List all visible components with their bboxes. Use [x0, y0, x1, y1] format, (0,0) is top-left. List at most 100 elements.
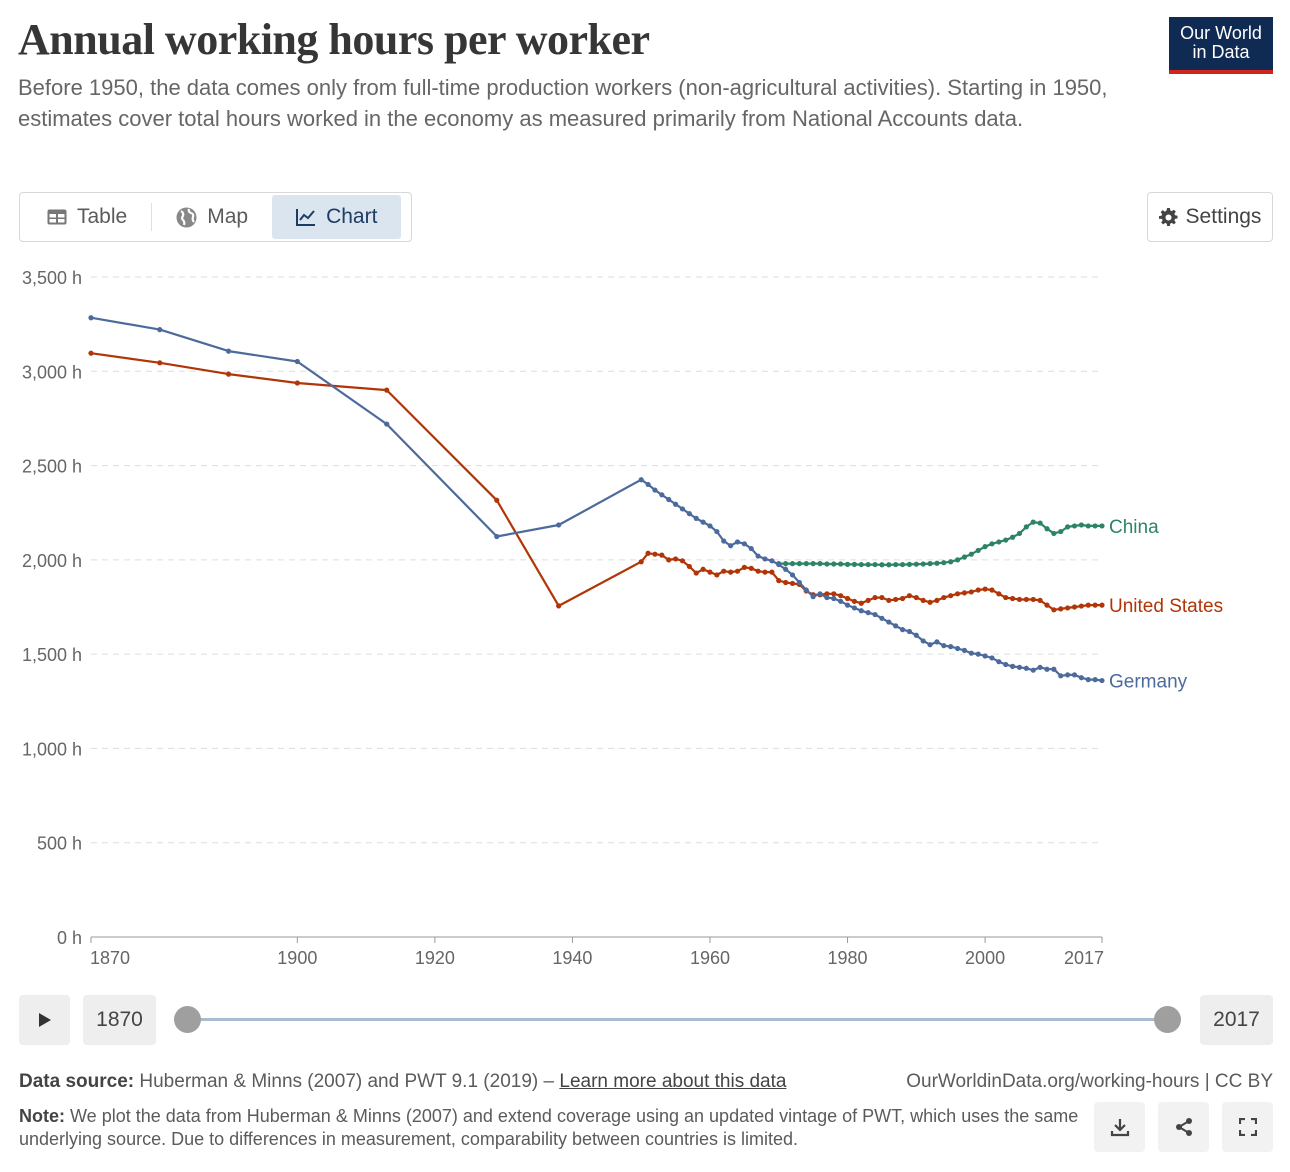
x-tick-label: 1920 — [415, 948, 455, 968]
data-point-china — [927, 561, 933, 567]
data-point-germany — [666, 496, 672, 503]
data-point-germany — [817, 591, 823, 597]
data-point-united-states — [831, 591, 837, 597]
data-point-germany — [769, 558, 775, 564]
owid-logo[interactable]: Our World in Data — [1169, 17, 1273, 74]
start-year-box[interactable]: 1870 — [83, 995, 156, 1045]
tab-table[interactable]: Table — [23, 195, 151, 239]
data-point-united-states — [638, 559, 644, 565]
data-point-china — [975, 547, 981, 554]
data-point-united-states — [1085, 602, 1091, 608]
data-point-united-states — [762, 569, 768, 575]
settings-button[interactable]: Settings — [1147, 192, 1273, 242]
data-point-china — [920, 561, 926, 567]
data-point-china — [789, 561, 796, 567]
series-label-germany: Germany — [1109, 672, 1188, 693]
data-point-united-states — [556, 603, 562, 609]
tab-chart[interactable]: Chart — [272, 195, 402, 239]
data-point-united-states — [906, 593, 913, 599]
data-point-united-states — [494, 497, 500, 503]
data-point-china — [989, 541, 995, 547]
data-point-china — [1009, 534, 1016, 540]
data-point-germany — [157, 327, 163, 333]
series-line-united-states — [90, 352, 1102, 611]
x-tick-label: 1870 — [90, 948, 130, 968]
y-tick-label: 500 h — [37, 834, 82, 854]
data-point-united-states — [865, 597, 871, 603]
data-point-united-states — [741, 564, 747, 570]
data-point-united-states — [666, 557, 672, 563]
tab-map[interactable]: Map — [152, 195, 272, 239]
data-point-united-states — [88, 350, 94, 356]
timeline-start-handle[interactable] — [174, 1006, 201, 1033]
data-point-united-states — [1078, 603, 1084, 609]
data-point-united-states — [872, 594, 878, 601]
data-point-united-states — [1023, 596, 1029, 603]
learn-more-link[interactable]: Learn more about this data — [559, 1071, 787, 1092]
data-point-united-states — [157, 360, 163, 366]
data-point-united-states — [982, 586, 988, 592]
data-point-united-states — [294, 380, 300, 386]
data-point-germany — [748, 545, 754, 552]
data-point-china — [996, 539, 1002, 545]
data-point-germany — [920, 638, 926, 644]
data-point-germany — [1023, 665, 1029, 671]
fullscreen-icon — [1238, 1118, 1257, 1136]
data-point-germany — [721, 538, 727, 544]
data-point-china — [913, 561, 919, 567]
share-button[interactable] — [1158, 1102, 1209, 1152]
credit-link[interactable]: OurWorldinData.org/working-hours | CC BY — [906, 1071, 1273, 1092]
data-point-united-states — [384, 387, 390, 393]
y-tick-label: 1,000 h — [22, 739, 82, 759]
data-point-germany — [1051, 666, 1057, 672]
timeline-track[interactable] — [187, 1018, 1167, 1021]
line-chart-icon — [296, 209, 316, 226]
timeline-end-handle[interactable] — [1154, 1006, 1181, 1033]
play-button[interactable] — [19, 995, 70, 1045]
data-point-germany — [982, 653, 988, 659]
data-point-china — [982, 544, 988, 550]
data-point-germany — [783, 566, 789, 572]
data-point-germany — [1016, 664, 1023, 670]
data-point-germany — [679, 506, 686, 512]
data-point-united-states — [886, 597, 892, 603]
fullscreen-button[interactable] — [1222, 1102, 1273, 1152]
data-point-germany — [693, 515, 699, 521]
end-year-box[interactable]: 2017 — [1200, 995, 1273, 1045]
data-point-united-states — [1009, 595, 1016, 602]
y-tick-label: 2,500 h — [22, 457, 82, 477]
chart-subtitle: Before 1950, the data comes only from fu… — [18, 75, 1108, 131]
y-tick-label: 2,000 h — [22, 551, 82, 571]
data-point-china — [838, 561, 844, 567]
data-point-united-states — [769, 569, 775, 575]
source-label: Data source: — [19, 1071, 135, 1092]
data-point-china — [831, 561, 837, 567]
data-point-germany — [1092, 677, 1098, 683]
data-point-germany — [796, 579, 802, 586]
data-point-china — [948, 559, 954, 565]
note-label: Note: — [19, 1106, 65, 1126]
data-point-germany — [934, 639, 940, 645]
y-tick-label: 3,000 h — [22, 362, 82, 382]
data-point-china — [879, 562, 885, 568]
data-point-united-states — [961, 590, 968, 596]
data-point-germany — [762, 556, 768, 562]
data-point-china — [810, 561, 816, 567]
data-point-china — [858, 561, 864, 568]
data-point-united-states — [693, 570, 699, 576]
data-point-china — [886, 562, 892, 568]
data-point-germany — [1009, 663, 1016, 669]
download-icon — [1110, 1119, 1129, 1137]
note-text: We plot the data from Huberman & Minns (… — [19, 1106, 1079, 1149]
data-point-germany — [776, 561, 782, 568]
data-point-china — [968, 551, 974, 557]
data-point-germany — [844, 602, 851, 608]
data-point-germany — [996, 659, 1002, 665]
tab-chart-label: Chart — [326, 205, 378, 228]
data-point-china — [893, 561, 899, 568]
data-point-germany — [948, 644, 954, 650]
data-point-germany — [1071, 672, 1078, 678]
data-point-germany — [899, 627, 906, 633]
download-button[interactable] — [1094, 1102, 1145, 1152]
data-point-germany — [851, 605, 858, 611]
